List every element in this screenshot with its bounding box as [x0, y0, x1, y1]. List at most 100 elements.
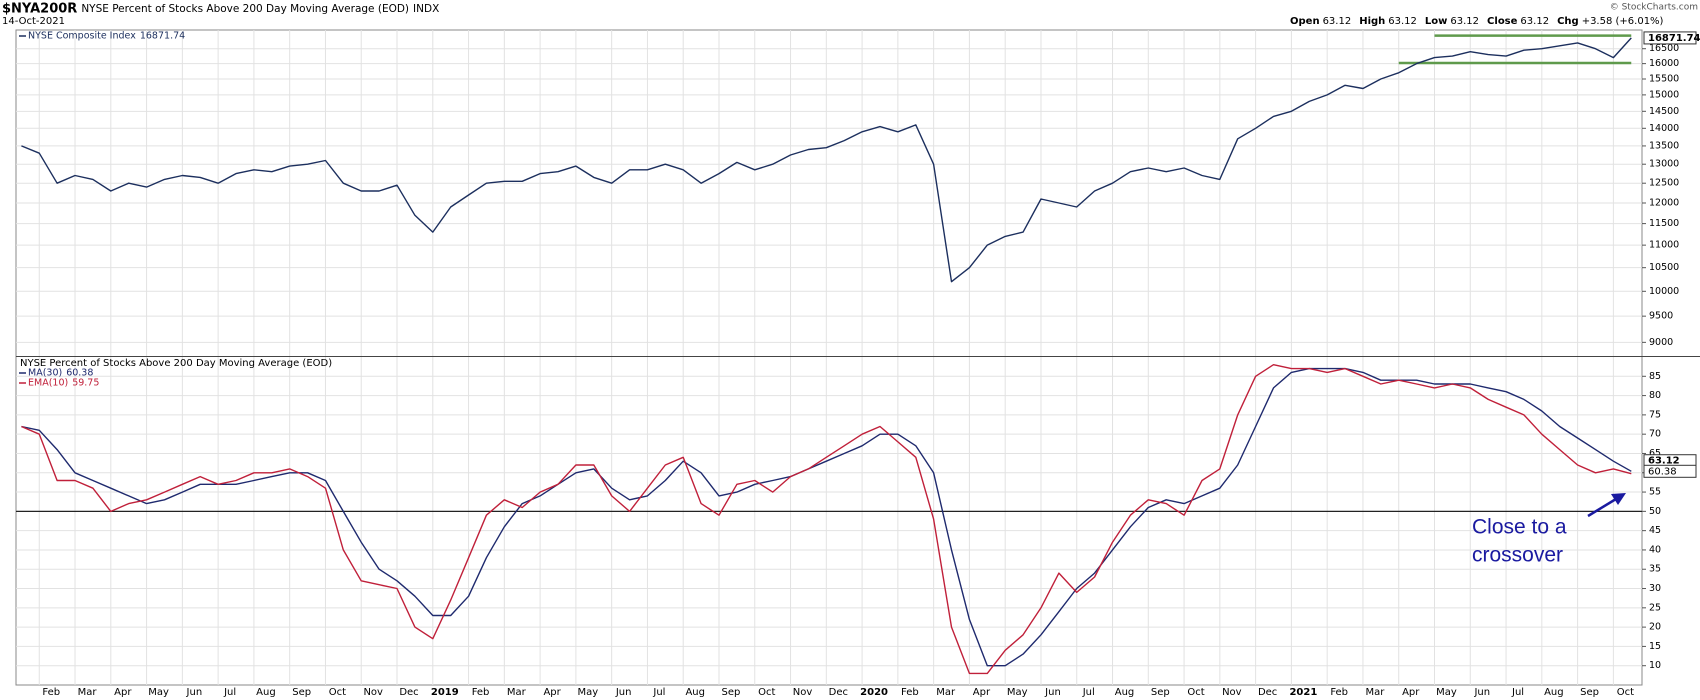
x-tick-label: Dec [1258, 687, 1277, 698]
y-tick-label: 30 [1649, 583, 1661, 594]
quote-value: 63.12 [1450, 16, 1479, 27]
x-tick-label: Jul [223, 687, 236, 698]
y-tick-label: 20 [1649, 622, 1661, 633]
y-tick-label: 15000 [1649, 89, 1679, 100]
panel-title: NYSE Percent of Stocks Above 200 Day Mov… [20, 358, 332, 369]
x-tick-label: Jun [615, 687, 632, 698]
x-tick-label: Jul [652, 687, 665, 698]
y-tick-label: 14000 [1649, 123, 1679, 134]
x-tick-label: 2021 [1289, 687, 1317, 698]
legend-value: 59.75 [72, 378, 99, 389]
y-tick-label: 65 [1649, 448, 1661, 459]
y-tick-label: 35 [1649, 564, 1661, 575]
x-tick-label: Oct [1187, 687, 1204, 698]
x-tick-label: May [148, 687, 169, 698]
x-tick-label: Feb [42, 687, 60, 698]
legend-value: 16871.74 [140, 31, 185, 42]
x-tick-label: May [1436, 687, 1457, 698]
exchange: INDX [413, 3, 439, 15]
x-tick-label: Oct [758, 687, 775, 698]
x-tick-label: Sep [722, 687, 741, 698]
x-tick-label: Feb [901, 687, 919, 698]
x-tick-label: Dec [829, 687, 848, 698]
x-tick-label: Mar [936, 687, 956, 698]
x-tick-label: Nov [363, 687, 383, 698]
series-line [21, 37, 1632, 283]
x-tick-label: Mar [1366, 687, 1386, 698]
series-line [21, 367, 1632, 667]
y-tick-label: 45 [1649, 525, 1661, 536]
x-tick-label: 2020 [860, 687, 888, 698]
y-tick-label: 55 [1649, 487, 1661, 498]
annotation-arrow [1587, 497, 1617, 518]
y-tick-label: 16000 [1649, 58, 1679, 69]
quote-label: High [1359, 16, 1385, 27]
y-tick-label: 75 [1649, 409, 1661, 420]
y-tick-label: 14500 [1649, 106, 1679, 117]
y-tick-label: 9500 [1649, 311, 1673, 322]
y-tick-label: 10 [1649, 660, 1661, 671]
y-tick-label: 85 [1649, 371, 1661, 382]
x-tick-label: Aug [1115, 687, 1135, 698]
y-tick-label: 12500 [1649, 178, 1679, 189]
y-tick-label: 40 [1649, 544, 1661, 555]
last-value-tag [1643, 464, 1697, 478]
last-value: 63.12 [1648, 456, 1680, 467]
legend-label: MA(30) [28, 368, 62, 379]
last-value-tag [1643, 31, 1697, 45]
x-tick-label: Sep [1580, 687, 1599, 698]
legend-label: NYSE Composite Index [28, 31, 136, 42]
y-tick-label: 15 [1649, 641, 1661, 652]
series-line [21, 364, 1632, 675]
x-tick-label: Aug [1544, 687, 1564, 698]
legend-value: 60.38 [66, 368, 93, 379]
copyright: © StockCharts.com [1610, 3, 1698, 13]
x-tick-label: Dec [399, 687, 418, 698]
x-tick-label: Aug [685, 687, 705, 698]
y-tick-label: 12000 [1649, 197, 1679, 208]
y-tick-label: 50 [1649, 506, 1661, 517]
x-tick-label: 2019 [431, 687, 459, 698]
x-tick-label: Jul [1511, 687, 1524, 698]
quote-value: 63.12 [1520, 16, 1549, 27]
x-tick-label: Mar [78, 687, 98, 698]
y-tick-label: 13500 [1649, 140, 1679, 151]
quote-label: Close [1487, 16, 1518, 27]
description: NYSE Percent of Stocks Above 200 Day Mov… [81, 3, 409, 15]
annotation: crossover [1472, 544, 1563, 567]
x-tick-label: May [578, 687, 599, 698]
x-tick-label: Feb [1330, 687, 1348, 698]
y-tick-label: 15500 [1649, 74, 1679, 85]
quote-value: +3.58 (+6.01%) [1582, 16, 1664, 27]
annotation: Close to a [1472, 516, 1567, 539]
quote-label: Low [1425, 16, 1447, 27]
x-tick-label: Nov [1222, 687, 1242, 698]
x-tick-label: Oct [1617, 687, 1634, 698]
quote-value: 63.12 [1323, 16, 1352, 27]
date: 14-Oct-2021 [2, 16, 65, 27]
legend-label: EMA(10) [28, 378, 68, 389]
x-tick-label: Feb [472, 687, 490, 698]
annotation-arrowhead [1611, 493, 1626, 505]
x-tick-label: Jul [1082, 687, 1095, 698]
x-tick-label: Apr [543, 687, 561, 698]
x-tick-label: May [1007, 687, 1028, 698]
x-tick-label: Jun [186, 687, 203, 698]
y-tick-label: 9000 [1649, 337, 1673, 348]
last-value: 60.38 [1648, 466, 1677, 477]
quote-label: Open [1290, 16, 1320, 27]
y-tick-label: 10000 [1649, 286, 1679, 297]
x-tick-label: Oct [329, 687, 346, 698]
y-tick-label: 16500 [1649, 43, 1679, 54]
y-tick-label: 11500 [1649, 218, 1679, 229]
y-tick-label: 11000 [1649, 240, 1679, 251]
y-tick-label: 80 [1649, 390, 1661, 401]
plot-frame [15, 29, 1643, 686]
x-tick-label: Jun [1473, 687, 1490, 698]
x-tick-label: Nov [793, 687, 813, 698]
symbol: $NYA200R [2, 2, 77, 17]
x-tick-label: Apr [1402, 687, 1420, 698]
